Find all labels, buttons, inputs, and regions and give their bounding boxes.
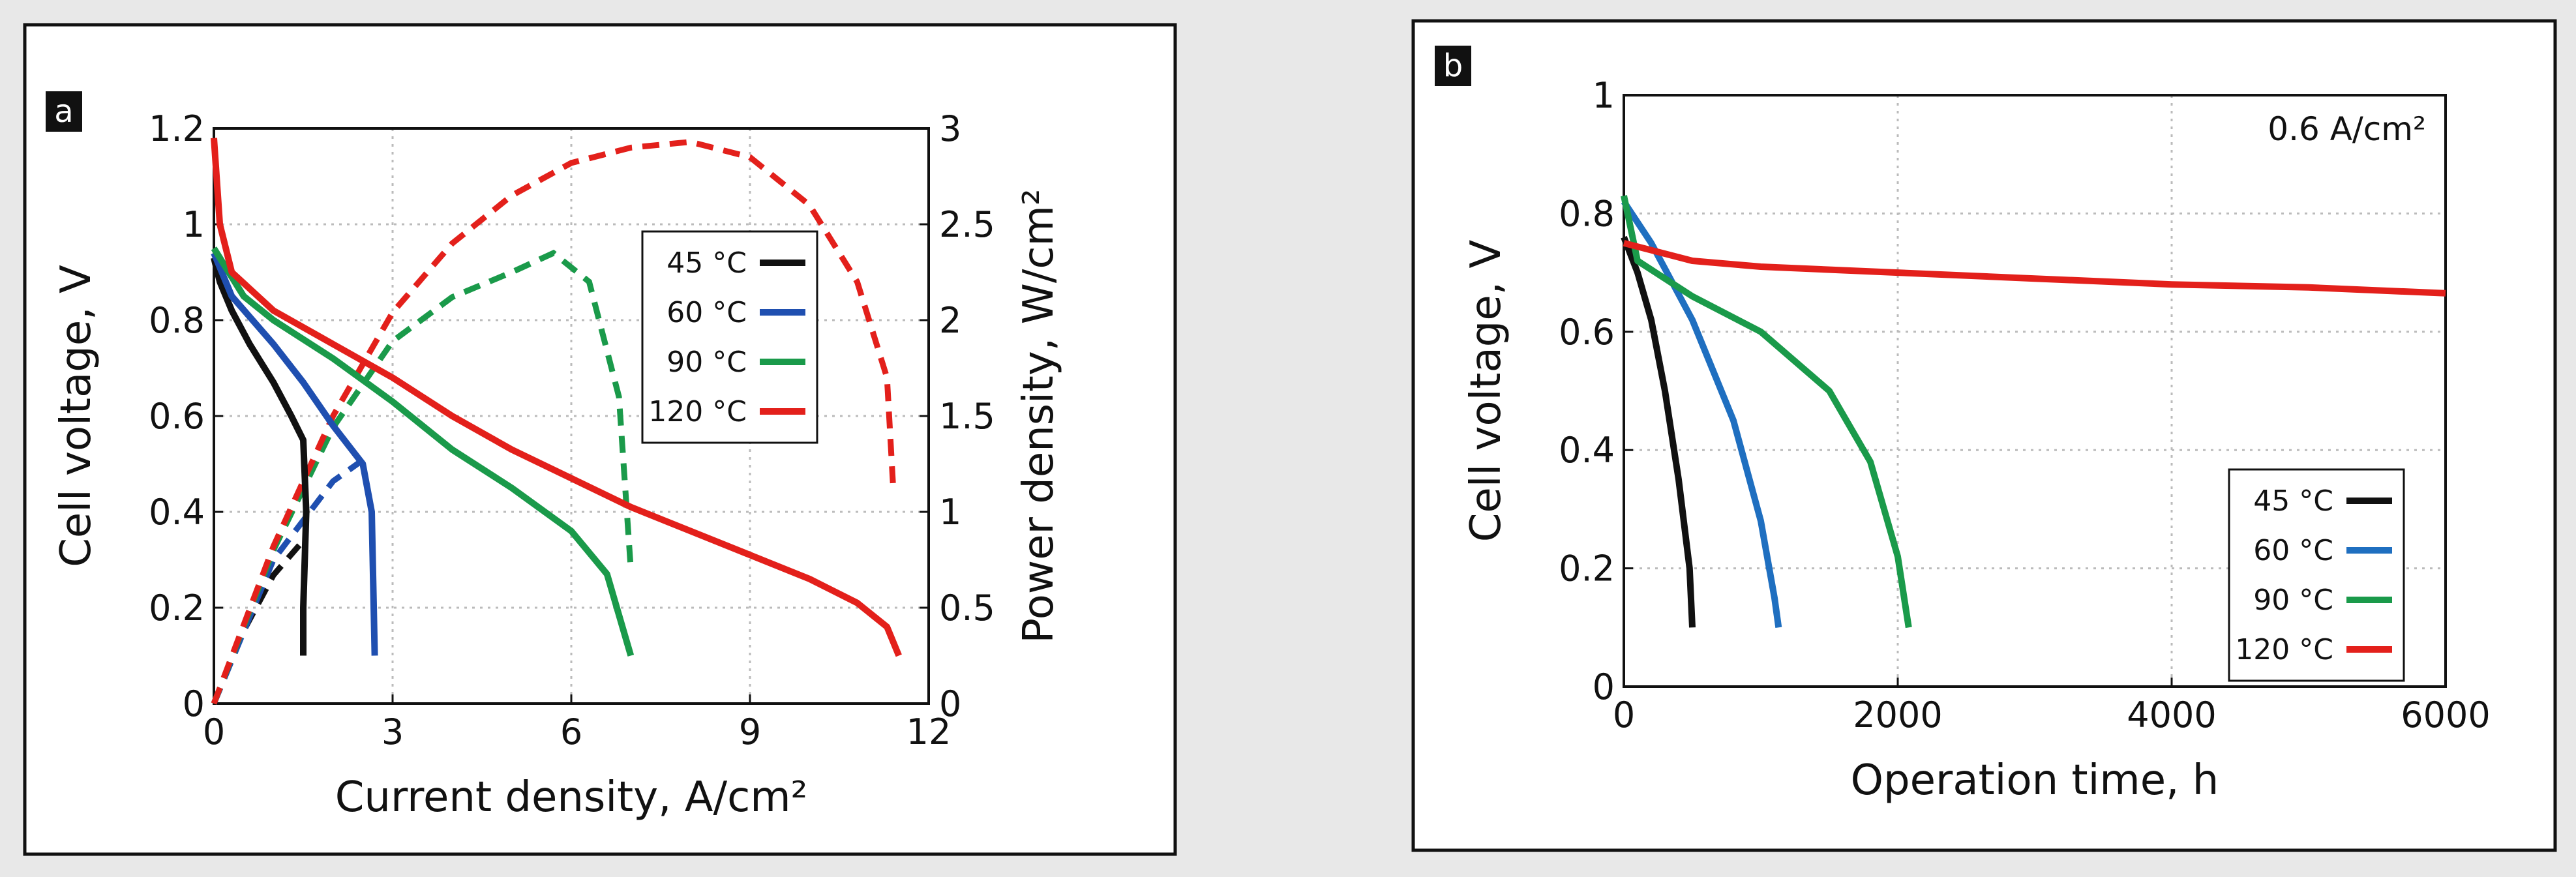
legend-box — [2228, 468, 2405, 682]
x-tick-label: 9 — [739, 711, 761, 752]
x-tick-label: 4000 — [2127, 694, 2216, 736]
voltage-line — [1623, 239, 2446, 297]
y-tick-label: 0.2 — [1559, 548, 1615, 589]
y-tick-label: 0.4 — [149, 492, 205, 533]
voltage-line — [1621, 235, 1696, 628]
voltage-line — [1621, 195, 1912, 629]
y2-tick-label: 2.5 — [939, 204, 995, 245]
y-tick-label: 0.8 — [1559, 193, 1615, 234]
y-tick-label: 1 — [183, 204, 205, 245]
voltage-line — [211, 257, 310, 656]
y-tick-label: 0 — [1593, 666, 1615, 707]
legend-label: 120 °C — [648, 395, 747, 428]
y-tick-label: 0.2 — [149, 587, 205, 629]
y2-tick-label: 2 — [939, 300, 961, 341]
panel-label-box — [1435, 46, 1471, 86]
legend-label: 45 °C — [2253, 484, 2333, 518]
voltage-line — [1621, 200, 1782, 628]
legend-box — [641, 230, 818, 444]
y2-tick-label: 0.5 — [939, 587, 995, 629]
legend-label: 60 °C — [666, 296, 747, 329]
x-tick-label: 6 — [560, 711, 582, 752]
y2-tick-label: 3 — [939, 108, 961, 149]
plot-border — [1623, 94, 2447, 688]
voltage-line — [211, 252, 378, 656]
x-tick-label: 6000 — [2401, 694, 2490, 736]
legend-label: 90 °C — [666, 346, 747, 379]
x-axis-label: Current density, A/cm² — [335, 773, 808, 822]
panel-label: a — [54, 93, 73, 130]
y-axis-label: Cell voltage, V — [1462, 240, 1510, 543]
power-line — [211, 139, 896, 705]
y-tick-label: 1.2 — [149, 108, 205, 149]
legend-label: 90 °C — [2253, 584, 2333, 617]
y2-tick-label: 0 — [939, 683, 961, 724]
y-axis-label: Cell voltage, V — [52, 265, 100, 567]
x-tick-label: 2000 — [1853, 694, 1942, 736]
y-tick-label: 0.4 — [1559, 430, 1615, 471]
y2-axis-label: Power density, W/cm² — [1015, 188, 1063, 643]
y-tick-label: 0.6 — [1559, 312, 1615, 353]
x-axis-label: Operation time, h — [1851, 756, 2219, 805]
panel-label-box — [46, 91, 82, 132]
legend-label: 45 °C — [666, 246, 747, 280]
legend-label: 60 °C — [2253, 534, 2333, 567]
x-tick-label: 0 — [1613, 694, 1635, 736]
annotation: 0.6 A/cm² — [2268, 110, 2426, 148]
legend-label: 120 °C — [2235, 633, 2333, 666]
plot-border — [213, 127, 930, 705]
y2-tick-label: 1 — [939, 492, 961, 533]
panel-label: b — [1443, 48, 1463, 84]
x-tick-label: 12 — [906, 711, 951, 752]
y-tick-label: 0 — [183, 683, 205, 724]
voltage-line — [211, 138, 902, 657]
y-tick-label: 0.6 — [149, 396, 205, 437]
x-tick-label: 0 — [203, 711, 225, 752]
y2-tick-label: 1.5 — [939, 396, 995, 437]
y-tick-label: 1 — [1593, 75, 1615, 116]
y-tick-label: 0.8 — [149, 300, 205, 341]
x-tick-label: 3 — [382, 711, 404, 752]
voltage-line — [211, 246, 635, 657]
